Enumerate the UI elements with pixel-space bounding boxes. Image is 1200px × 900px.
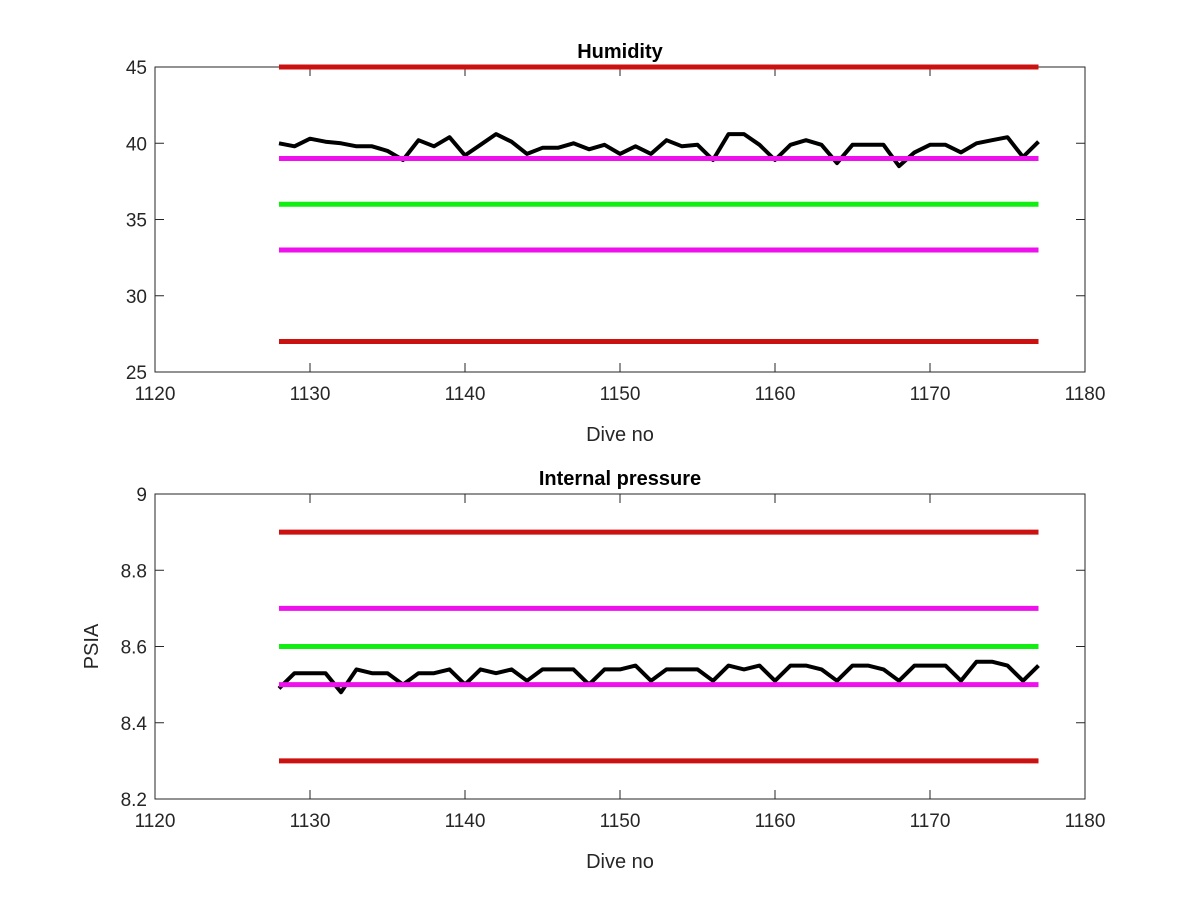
y-tick-label: 8.4 <box>121 714 148 735</box>
y-tick-label: 9 <box>136 485 147 506</box>
chart-title: Internal pressure <box>539 468 701 490</box>
x-axis-label: Dive no <box>586 424 654 446</box>
x-tick-label: 1130 <box>290 811 331 832</box>
y-tick-label: 40 <box>126 134 147 155</box>
x-tick-label: 1130 <box>290 384 331 405</box>
y-tick-label: 45 <box>126 58 147 79</box>
x-tick-label: 1170 <box>910 384 951 405</box>
x-tick-label: 1150 <box>600 811 641 832</box>
y-tick-label: 25 <box>126 363 147 384</box>
internal-pressure-chart: 1120 1130 1140 1150 1160 1170 1180 8.2 8.4 8.6 8.8… <box>81 468 1105 873</box>
humidity-chart: 1120 1130 1140 1150 1160 1170 1180 25 30 35 40 45 Hu… <box>126 41 1106 446</box>
chart-title: Humidity <box>577 41 663 63</box>
x-tick-label: 1180 <box>1065 384 1106 405</box>
y-tick-label: 8.6 <box>121 638 147 659</box>
x-tick-label: 1180 <box>1065 811 1106 832</box>
x-tick-label: 1140 <box>445 384 486 405</box>
x-tick-label: 1160 <box>755 811 796 832</box>
y-tick-label: 8.8 <box>121 561 147 582</box>
x-tick-label: 1120 <box>135 384 176 405</box>
x-tick-label: 1120 <box>135 811 176 832</box>
y-tick-label: 30 <box>126 287 147 308</box>
y-axis-label: PSIA <box>81 623 103 669</box>
x-axis-label: Dive no <box>586 851 654 873</box>
x-tick-label: 1170 <box>910 811 951 832</box>
y-tick-label: 35 <box>126 211 147 232</box>
y-tick-label: 8.2 <box>121 790 147 811</box>
x-tick-label: 1160 <box>755 384 796 405</box>
x-tick-label: 1150 <box>600 384 641 405</box>
x-tick-label: 1140 <box>445 811 486 832</box>
axes-box <box>154 66 1086 373</box>
